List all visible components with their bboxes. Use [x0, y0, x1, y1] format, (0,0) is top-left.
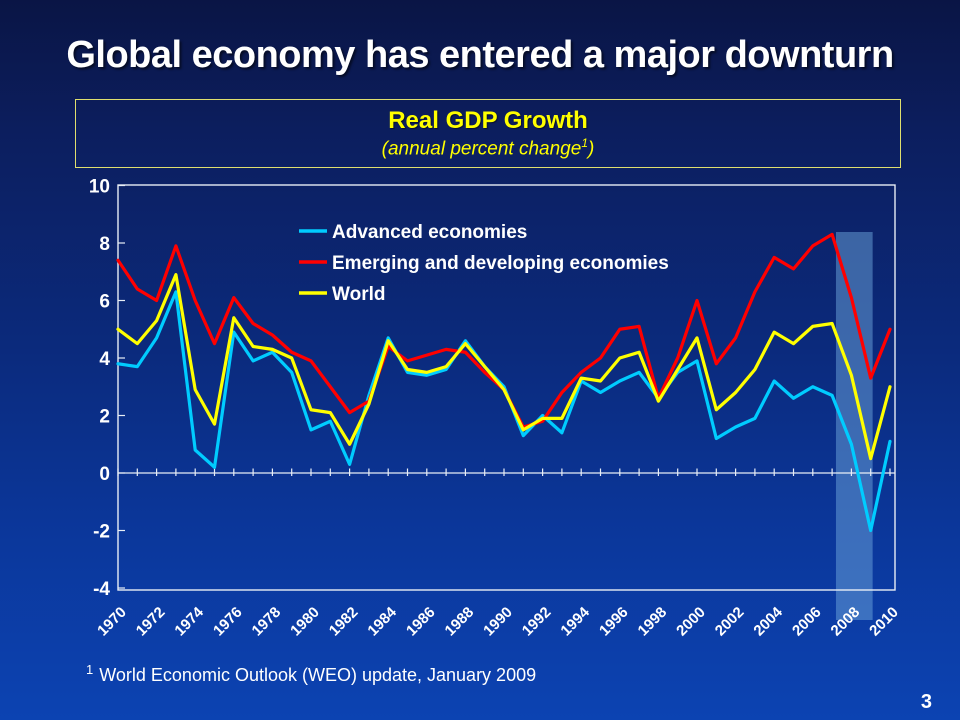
y-axis-label: 6: [99, 292, 110, 313]
y-axis-label: 10: [89, 177, 110, 198]
legend-label-advanced: Advanced economies: [332, 222, 527, 243]
x-axis-label: 1992: [519, 604, 555, 640]
y-axis-label: 2: [99, 407, 110, 428]
footnote: 1 World Economic Outlook (WEO) update, Ja…: [86, 662, 536, 686]
series-line-0: [116, 290, 892, 533]
chart-subtitle-close: ): [588, 138, 595, 160]
y-axis-label: 0: [99, 464, 110, 485]
chart-title: Real GDP Growth: [388, 107, 588, 134]
x-axis-label: 1974: [171, 603, 207, 639]
chart-header-box: Real GDP Growth (annual percent change1): [75, 99, 901, 168]
x-axis-label: 1972: [133, 604, 169, 640]
x-axis-label: 2002: [712, 604, 748, 640]
y-axis-label: -2: [93, 522, 110, 543]
x-axis-label: 1986: [403, 604, 439, 640]
x-axis-label: 1990: [480, 604, 516, 640]
highlight-band: [835, 232, 873, 620]
y-axis-label: -4: [93, 579, 110, 600]
x-axis-label: 2000: [673, 604, 709, 640]
x-axis-label: 1998: [635, 604, 671, 640]
x-axis-label: 1984: [364, 603, 400, 639]
footnote-text: World Economic Outlook (WEO) update, Jan…: [99, 665, 537, 685]
x-axis-label: 1996: [596, 604, 632, 640]
legend-label-world: World: [332, 284, 385, 305]
x-axis-label: 1970: [94, 604, 130, 640]
x-axis-label: 1982: [326, 604, 362, 640]
y-axis-label: 4: [99, 349, 110, 370]
y-axis-label: 8: [99, 234, 110, 255]
chart-subtitle-text: (annual percent change: [381, 138, 582, 160]
chart-subtitle-footnote-marker: 1: [581, 136, 588, 150]
x-axis-label: 2004: [750, 603, 786, 639]
x-axis-label: 2006: [789, 604, 825, 640]
legend-label-emerging: Emerging and developing economies: [332, 253, 669, 274]
x-axis-label: 1980: [287, 604, 323, 640]
footnote-marker: 1: [86, 662, 94, 677]
plot-border: [117, 184, 896, 591]
slide-title: Global economy has entered a major downt…: [66, 34, 894, 76]
chart-subtitle: (annual percent change1): [76, 136, 900, 160]
page-number: 3: [920, 691, 932, 713]
x-axis-label: 1976: [210, 604, 246, 640]
x-axis-label: 1994: [557, 603, 593, 639]
series-line-2: [116, 273, 892, 461]
x-axis-label: 1978: [249, 604, 285, 640]
x-axis-label: 1988: [442, 604, 478, 640]
chart-legend: Advanced economies Emerging and developi…: [299, 222, 669, 305]
